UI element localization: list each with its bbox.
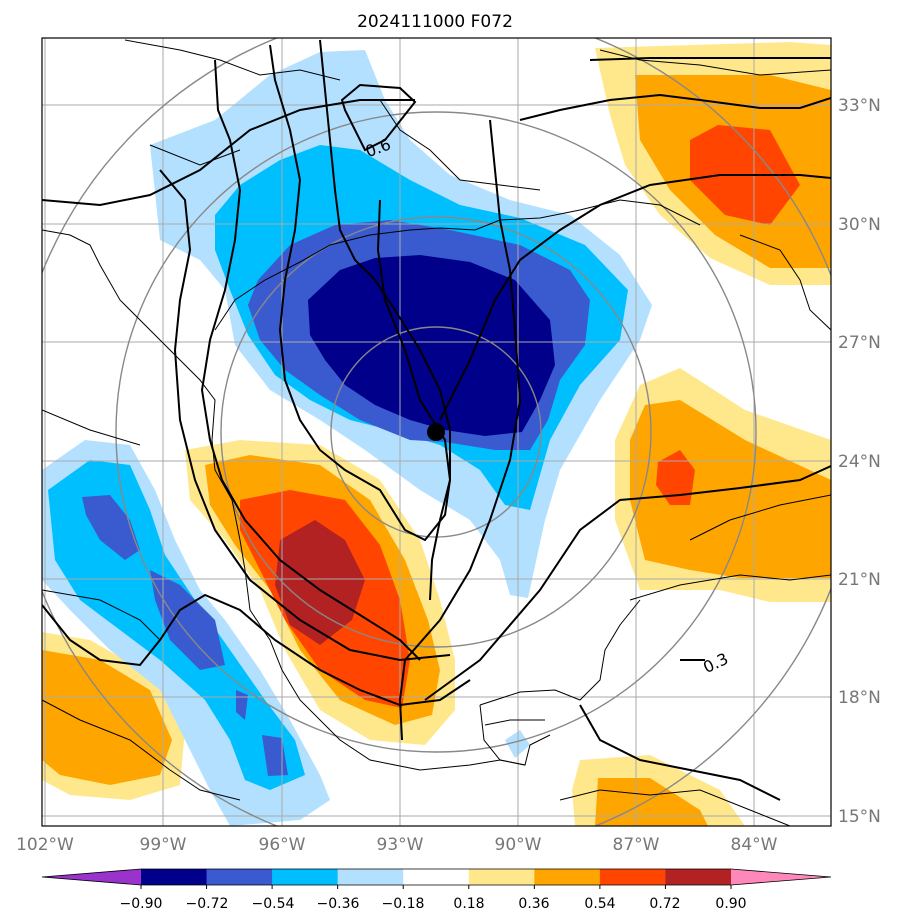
colorbar-segment [665, 869, 732, 885]
lon-label: 93°W [377, 835, 424, 855]
latitude-labels: 33°N 30°N 27°N 24°N 21°N 18°N 15°N [838, 96, 881, 827]
shade-w-mid [42, 650, 172, 785]
colorbar-segment [337, 869, 404, 885]
lon-label: 90°W [495, 835, 542, 855]
colorbar-tick-label: 0.18 [453, 896, 484, 912]
colorbar-tick-label: 0.36 [518, 896, 549, 912]
lat-label: 18°N [838, 688, 881, 708]
colorbar-tick-labels: −0.90 −0.72 −0.54 −0.36 −0.18 0.18 0.36 … [120, 896, 747, 912]
storm-center-marker [427, 423, 445, 441]
colorbar-tick-label: 0.54 [584, 896, 615, 912]
map-frame [41, 37, 832, 827]
figure-title: 2024111000 F072 [357, 12, 513, 32]
shade-sw-midblue-1 [82, 495, 140, 560]
colorbar-segment [272, 869, 339, 885]
lon-label: 84°W [731, 835, 778, 855]
colorbar-extend-high [731, 869, 831, 885]
lat-label: 33°N [838, 96, 881, 116]
lat-label: 27°N [838, 333, 881, 353]
colorbar-tick-label: −0.36 [317, 896, 360, 912]
lat-label: 15°N [838, 807, 881, 827]
colorbar-segment [468, 869, 535, 885]
colorbar [41, 868, 832, 889]
colorbar-tick-label: −0.90 [120, 896, 163, 912]
colorbar-segment [403, 869, 470, 885]
lon-label: 87°W [613, 835, 660, 855]
map-panel: 0.6 0.3 [42, 38, 831, 826]
shade-sw-midblue-2 [150, 570, 225, 670]
longitude-labels: 102°W 99°W 96°W 93°W 90°W 87°W 84°W [16, 835, 778, 855]
colorbar-segment [206, 869, 273, 885]
lat-label: 24°N [838, 452, 881, 472]
shade-c-darkest [275, 520, 365, 645]
colorbar-tick-label: −0.54 [252, 896, 295, 912]
lon-label: 102°W [16, 835, 74, 855]
colorbar-tick-label: −0.72 [186, 896, 229, 912]
colorbar-extend-low [42, 869, 141, 885]
graticule [42, 38, 831, 826]
colorbar-tick-label: 0.72 [649, 896, 680, 912]
colorbar-tick-label: 0.90 [715, 896, 746, 912]
colorbar-segment [141, 869, 208, 885]
colorbar-segment [599, 869, 666, 885]
colorbar-segment [534, 869, 601, 885]
range-rings [42, 38, 831, 826]
shade-e-dark [656, 450, 695, 505]
coastlines [42, 39, 831, 826]
lon-label: 96°W [259, 835, 306, 855]
lat-label: 30°N [838, 215, 881, 235]
shade-n-darkblue [308, 255, 555, 436]
lon-label: 99°W [140, 835, 187, 855]
contour-lines [42, 39, 831, 801]
lat-label: 21°N [838, 570, 881, 590]
colorbar-tick-label: −0.18 [382, 896, 425, 912]
